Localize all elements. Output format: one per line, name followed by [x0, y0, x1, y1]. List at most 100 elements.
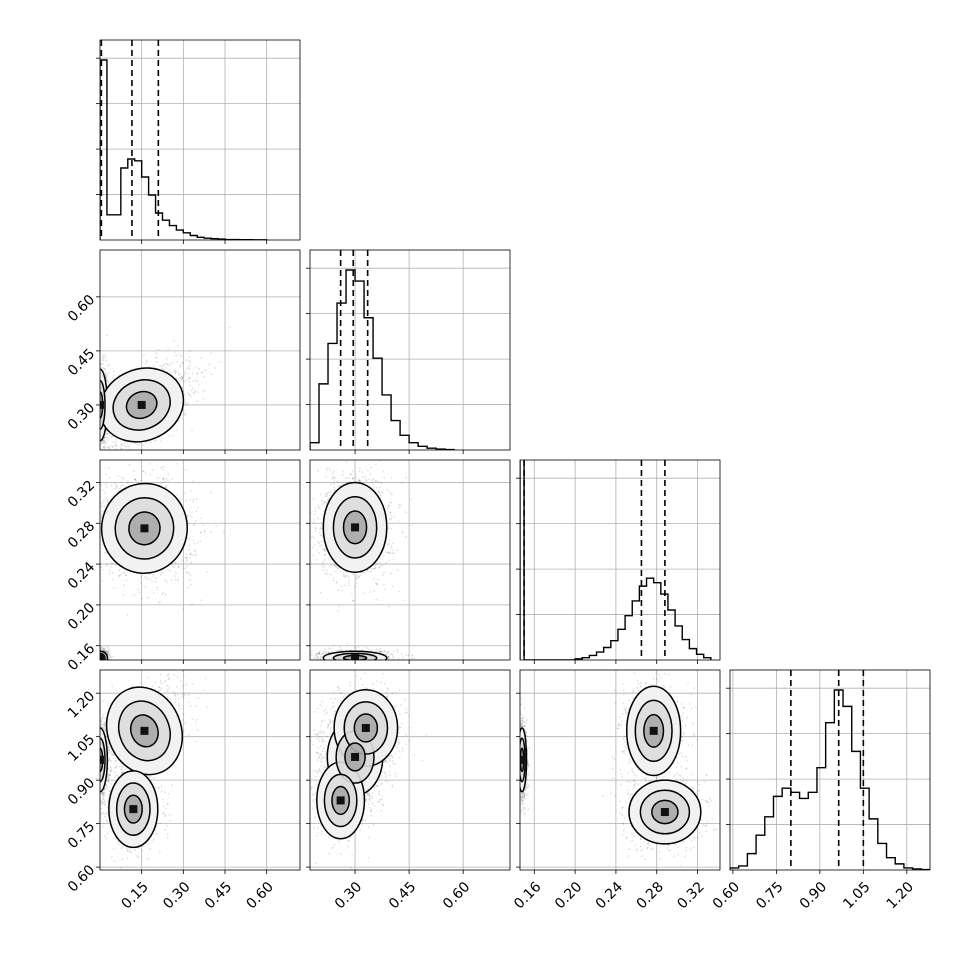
sample-point — [98, 373, 100, 375]
sample-point — [100, 662, 102, 664]
sample-point — [97, 402, 99, 404]
sample-point — [97, 664, 99, 666]
sample-point — [96, 667, 98, 669]
sample-point — [96, 659, 98, 661]
sample-point — [208, 363, 210, 365]
sample-point — [93, 451, 95, 453]
sample-point — [190, 604, 192, 606]
sample-point — [92, 432, 94, 434]
sample-point — [229, 327, 231, 329]
sample-point — [96, 391, 98, 393]
sample-point — [97, 659, 99, 661]
sample-point — [98, 401, 100, 403]
sample-point — [97, 436, 99, 438]
sample-point — [94, 405, 96, 407]
sample-point — [98, 656, 100, 658]
sample-point — [97, 397, 99, 399]
sample-point — [94, 386, 96, 388]
sample-point — [91, 436, 93, 438]
sample-point — [100, 663, 102, 665]
sample-point — [96, 398, 98, 400]
sample-point — [191, 516, 193, 518]
sample-point — [102, 569, 104, 571]
sample-point — [90, 443, 92, 445]
sample-point — [99, 667, 101, 669]
sample-point — [98, 655, 100, 657]
sample-point — [97, 447, 99, 449]
sample-point — [96, 401, 98, 403]
sample-point — [105, 372, 107, 374]
sample-point — [101, 661, 103, 663]
sample-point — [96, 658, 98, 660]
sample-point — [96, 376, 98, 378]
sample-point — [98, 667, 100, 669]
sample-point — [95, 400, 97, 402]
sample-point — [126, 580, 128, 582]
sample-point — [108, 662, 110, 664]
sample-point — [98, 406, 100, 408]
sample-point — [95, 658, 97, 660]
sample-point — [169, 435, 171, 437]
sample-point — [94, 393, 96, 395]
sample-point — [145, 473, 147, 475]
sample-point — [184, 371, 186, 373]
sample-point — [105, 483, 107, 485]
sample-point — [192, 499, 194, 501]
sample-point — [98, 655, 100, 657]
sample-point — [94, 658, 96, 660]
sample-point — [94, 375, 96, 377]
sample-point — [97, 658, 99, 660]
sample-point — [95, 387, 97, 389]
sample-point — [95, 440, 97, 442]
sample-point — [168, 365, 170, 367]
sample-point — [102, 661, 104, 663]
sample-point — [90, 660, 92, 662]
sample-point — [125, 456, 127, 458]
sample-point — [82, 430, 84, 432]
histogram-bar — [878, 843, 887, 870]
sample-point — [107, 433, 109, 435]
histogram-bar — [163, 220, 170, 240]
sample-point — [100, 665, 102, 667]
sample-point — [193, 539, 195, 541]
sample-point — [97, 387, 99, 389]
sample-point — [98, 655, 100, 657]
sample-point — [96, 431, 98, 433]
sample-point — [110, 656, 112, 658]
sample-point — [95, 401, 97, 403]
sample-point — [94, 426, 96, 428]
sample-point — [99, 663, 101, 665]
sample-point — [98, 652, 100, 654]
sample-point — [97, 654, 99, 656]
sample-point — [98, 663, 100, 665]
sample-point — [103, 663, 105, 665]
sample-point — [95, 445, 97, 447]
sample-point — [95, 437, 97, 439]
sample-point — [94, 401, 96, 403]
sample-point — [98, 655, 100, 657]
sample-point — [95, 664, 97, 666]
sample-point — [94, 362, 96, 364]
sample-point — [98, 656, 100, 658]
sample-point — [93, 660, 95, 662]
sample-point — [90, 444, 92, 446]
sample-point — [99, 661, 101, 663]
sample-point — [97, 655, 99, 657]
sample-point — [96, 396, 98, 398]
sample-point — [211, 352, 213, 354]
histogram-bar — [887, 858, 896, 870]
sample-point — [96, 382, 98, 384]
sample-point — [176, 430, 178, 432]
sample-point — [95, 659, 97, 661]
sample-point — [98, 390, 100, 392]
sample-point — [170, 372, 172, 374]
sample-point — [97, 401, 99, 403]
sample-point — [96, 660, 98, 662]
sample-point — [102, 662, 104, 664]
histogram-bar — [843, 706, 852, 870]
sample-point — [98, 661, 100, 663]
sample-point — [97, 660, 99, 662]
sample-point — [181, 379, 183, 381]
sample-point — [194, 390, 196, 392]
sample-point — [96, 418, 98, 420]
